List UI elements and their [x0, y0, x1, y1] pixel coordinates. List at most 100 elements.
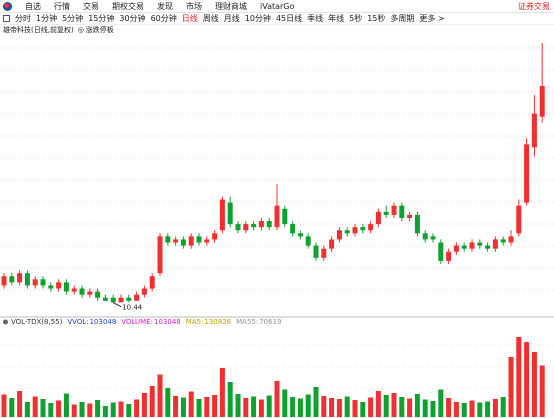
period-tab[interactable]: 10分钟 [244, 13, 271, 23]
indicator-icon [3, 319, 8, 325]
volume-bar [461, 403, 467, 417]
volume-bar [383, 395, 389, 417]
candle-body [297, 233, 303, 237]
period-tab[interactable]: 分时 [15, 13, 31, 23]
volume-bar [352, 400, 358, 417]
period-tab[interactable]: 年线 [328, 13, 345, 23]
period-tab[interactable]: 15秒 [367, 13, 386, 23]
period-tab[interactable]: 5分钟 [62, 13, 84, 23]
period-tab[interactable]: 季线 [307, 13, 324, 23]
volume-bar [375, 391, 381, 417]
candle-body [141, 288, 147, 295]
period-tab[interactable]: 45日线 [275, 13, 303, 23]
indicator-value: 103048 [154, 318, 181, 326]
candle-body [383, 211, 389, 215]
candle-body [305, 236, 311, 246]
volume-bar [212, 395, 218, 417]
volume-bar [305, 394, 311, 417]
volume-bar [71, 404, 77, 417]
indicator-label: MA5: [186, 318, 204, 326]
candle-body [173, 239, 179, 243]
candle-body [539, 86, 545, 117]
volume-bar [204, 397, 210, 417]
volume-bar [344, 396, 350, 417]
candle-body [32, 279, 38, 286]
candle-body [71, 288, 77, 292]
volume-bar [313, 387, 319, 417]
volume-bar [9, 398, 15, 417]
volume-bar [508, 357, 514, 417]
candle-body [258, 221, 264, 228]
candle-body [524, 144, 530, 203]
period-tab[interactable]: 更多 > [419, 13, 445, 23]
volume-bar [180, 397, 186, 417]
candle-body [344, 230, 350, 234]
candle-body [165, 236, 171, 243]
menu-item[interactable]: 期权交易 [112, 1, 144, 11]
candle-body [508, 236, 514, 243]
volume-bar [274, 381, 280, 417]
volume-bar [1, 394, 7, 417]
candle-body [9, 276, 15, 283]
period-tab[interactable]: 5秒 [349, 13, 363, 23]
candle-body [134, 294, 140, 301]
menu-item[interactable]: 自选 [25, 1, 41, 11]
candle-body [266, 221, 272, 228]
candle-body [290, 224, 296, 234]
candle-body [118, 297, 124, 303]
candle-body [212, 233, 218, 240]
candle-body [485, 245, 491, 249]
low-marker [112, 302, 122, 308]
candle-body [24, 273, 30, 286]
period-tab[interactable]: 15分钟 [88, 13, 115, 23]
menu-item[interactable]: 发现 [157, 1, 173, 11]
candle-body [453, 245, 459, 252]
volume-bar [469, 400, 475, 417]
indicator-value: 103048 [90, 318, 117, 326]
volume-bar [165, 388, 171, 417]
period-bar: 分时 1分钟 5分钟 15分钟 30分钟 60分钟 日线 周线 月线 10分钟 45日线 季线 年线 5秒… [0, 12, 554, 25]
volume-bar [141, 393, 147, 417]
period-tab[interactable]: 1分钟 [36, 13, 58, 23]
menu-item[interactable]: 理财商城 [215, 1, 247, 11]
period-tab[interactable]: 日线 [181, 13, 198, 23]
volume-bar [87, 403, 93, 417]
trade-button[interactable]: 证券交易 [518, 1, 550, 11]
volume-bar [56, 400, 62, 417]
volume-bar [258, 399, 264, 417]
menu-item[interactable]: iVatarGo [260, 1, 295, 11]
low-label: 10.44 [122, 304, 143, 312]
volume-bar [422, 399, 428, 417]
option-label[interactable]: 涨跌停板 [85, 25, 114, 34]
volume-bar [368, 397, 374, 417]
period-tab[interactable]: 30分钟 [119, 13, 146, 23]
period-tab[interactable]: 周线 [202, 13, 219, 23]
volume-bar [32, 396, 38, 417]
volume-bar [243, 398, 249, 417]
volume-bar [118, 401, 124, 417]
candle-body [180, 239, 186, 246]
volume-bar [290, 397, 296, 417]
menu-item[interactable]: 交易 [83, 1, 99, 11]
candle-body [235, 224, 241, 231]
period-tab[interactable]: 多周期 [390, 13, 415, 23]
volume-bar [430, 401, 436, 417]
candle-body [391, 205, 397, 215]
toggle-icon[interactable] [3, 14, 10, 22]
candle-body [446, 251, 452, 261]
period-tab[interactable]: 月线 [223, 13, 240, 23]
volume-bar [336, 399, 342, 417]
candle-body [336, 230, 342, 240]
candle-body [204, 239, 210, 243]
period-tab[interactable]: 60分钟 [150, 13, 177, 23]
menu-item[interactable]: 市场 [186, 1, 202, 11]
candle-body [282, 208, 288, 225]
menu-item[interactable]: 行情 [54, 1, 70, 11]
menu-bar: 自选 行情 交易 期权交易 发现 市场 理财商城 iVatarGo 证券交易 [0, 0, 554, 13]
candle-body [87, 291, 93, 295]
volume-bar [251, 396, 257, 417]
candle-body [149, 276, 155, 289]
volume-bar [235, 394, 241, 417]
candle-body [243, 224, 249, 231]
volume-bar [102, 406, 108, 417]
